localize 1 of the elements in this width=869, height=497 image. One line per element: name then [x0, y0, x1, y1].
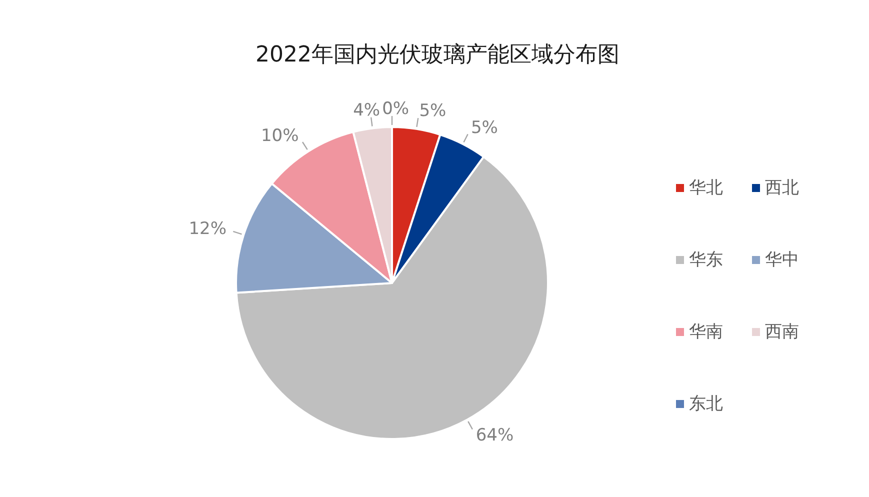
title: 2022年国内光伏玻璃产能区域分布图 — [256, 42, 620, 68]
